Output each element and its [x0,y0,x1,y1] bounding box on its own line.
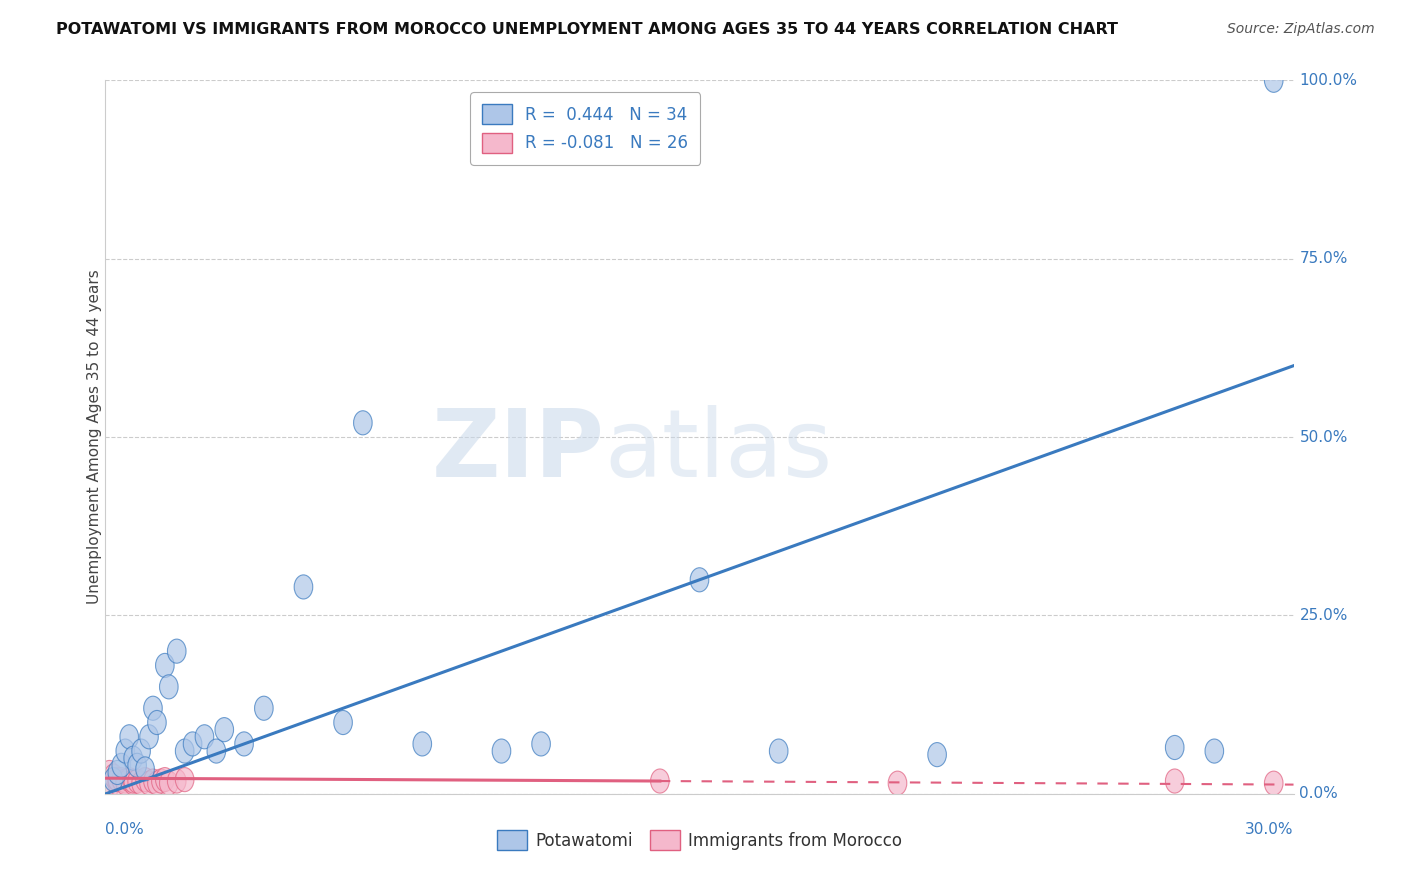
Ellipse shape [120,724,139,749]
Ellipse shape [115,769,135,793]
Ellipse shape [333,710,353,735]
Ellipse shape [159,771,179,796]
Ellipse shape [148,710,166,735]
Ellipse shape [769,739,787,764]
Text: 25.0%: 25.0% [1299,608,1348,623]
Ellipse shape [136,767,155,792]
Ellipse shape [148,771,166,796]
Ellipse shape [112,753,131,778]
Ellipse shape [492,739,510,764]
Ellipse shape [1264,771,1284,796]
Ellipse shape [1264,68,1284,93]
Ellipse shape [120,767,139,792]
Ellipse shape [136,756,155,781]
Y-axis label: Unemployment Among Ages 35 to 44 years: Unemployment Among Ages 35 to 44 years [87,269,101,605]
Ellipse shape [156,653,174,678]
Ellipse shape [531,731,550,756]
Text: ZIP: ZIP [432,405,605,498]
Ellipse shape [651,769,669,793]
Legend: Potawatomi, Immigrants from Morocco: Potawatomi, Immigrants from Morocco [491,823,908,857]
Ellipse shape [108,760,127,785]
Ellipse shape [112,767,131,792]
Ellipse shape [108,767,127,792]
Ellipse shape [413,731,432,756]
Text: Source: ZipAtlas.com: Source: ZipAtlas.com [1227,22,1375,37]
Ellipse shape [167,769,186,793]
Text: POTAWATOMI VS IMMIGRANTS FROM MOROCCO UNEMPLOYMENT AMONG AGES 35 TO 44 YEARS COR: POTAWATOMI VS IMMIGRANTS FROM MOROCCO UN… [56,22,1118,37]
Ellipse shape [128,753,146,778]
Ellipse shape [104,767,122,792]
Text: 0.0%: 0.0% [1299,787,1339,801]
Ellipse shape [156,767,174,792]
Ellipse shape [254,696,273,721]
Ellipse shape [294,574,312,599]
Ellipse shape [159,674,179,699]
Ellipse shape [100,774,118,799]
Ellipse shape [132,739,150,764]
Ellipse shape [183,731,202,756]
Ellipse shape [104,764,122,789]
Ellipse shape [353,410,373,435]
Ellipse shape [143,696,162,721]
Ellipse shape [108,771,127,796]
Ellipse shape [124,771,142,796]
Text: 50.0%: 50.0% [1299,430,1348,444]
Ellipse shape [128,769,146,793]
Ellipse shape [139,724,159,749]
Ellipse shape [132,771,150,796]
Ellipse shape [1166,769,1184,793]
Ellipse shape [124,746,142,771]
Ellipse shape [889,771,907,796]
Ellipse shape [115,739,135,764]
Text: 75.0%: 75.0% [1299,252,1348,266]
Ellipse shape [176,739,194,764]
Ellipse shape [1205,739,1223,764]
Ellipse shape [115,771,135,796]
Ellipse shape [215,717,233,742]
Ellipse shape [235,731,253,756]
Text: 100.0%: 100.0% [1299,73,1357,87]
Ellipse shape [124,769,142,793]
Ellipse shape [690,567,709,592]
Ellipse shape [176,767,194,792]
Ellipse shape [207,739,225,764]
Ellipse shape [1166,735,1184,760]
Text: 0.0%: 0.0% [105,822,145,838]
Ellipse shape [139,771,159,796]
Ellipse shape [167,639,186,664]
Ellipse shape [928,742,946,767]
Text: atlas: atlas [605,405,832,498]
Text: 30.0%: 30.0% [1246,822,1294,838]
Ellipse shape [195,724,214,749]
Ellipse shape [143,769,162,793]
Ellipse shape [100,760,118,785]
Ellipse shape [152,769,170,793]
